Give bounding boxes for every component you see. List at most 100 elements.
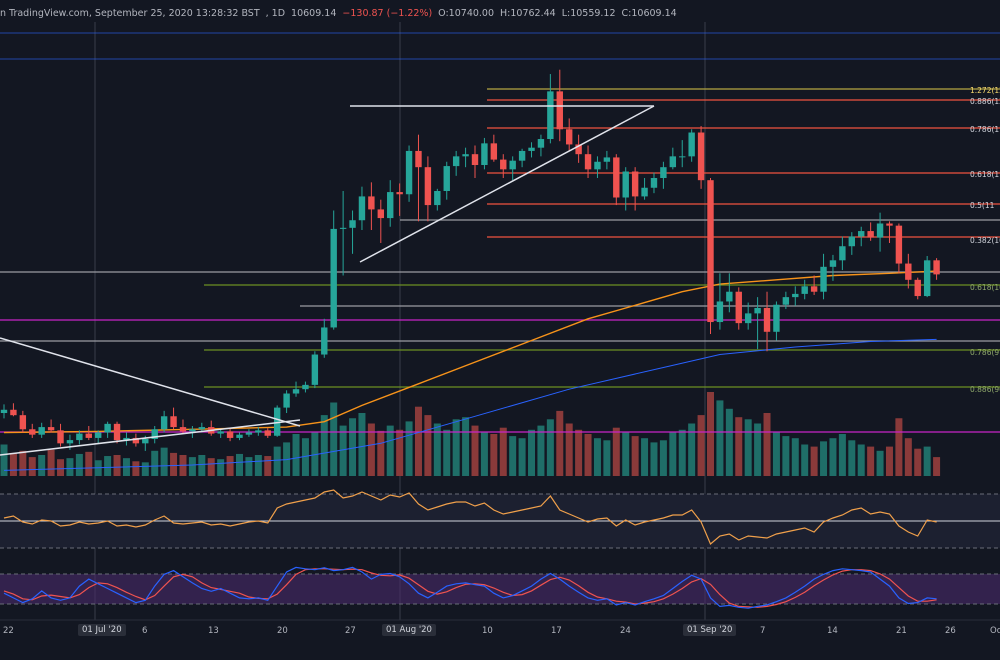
fib-label-6: 0.618(10 [970,283,1000,292]
header-low: L:10559.12 [561,7,616,19]
volume-bar [923,446,931,476]
candle-body [443,166,450,192]
candle-body [273,407,281,436]
volume-bar [876,450,884,476]
rsi-line [3,489,937,545]
candle-body [471,154,479,166]
fib-levels: 1.272(12000) 0.886(120 0.786(114 0.618(113 0… [0,86,1000,433]
volume-bar [254,455,262,476]
x-axis-label: 10 [482,626,493,636]
rsi-pane [0,489,1000,549]
candle-body [547,91,554,140]
candle-body [782,297,790,305]
header-source: n TradingView.com, September 25, 2020 13… [0,7,260,19]
volume-bar [895,418,903,476]
candle-body [829,260,837,267]
candle-body [339,227,347,229]
volume-bar [47,449,55,476]
candle-body [377,209,384,219]
candle-body [518,150,526,161]
fib-label-8: 0.886(96 [970,385,1000,394]
fib-label-3: 0.618(113 [970,170,1000,179]
candle-body [584,154,592,170]
candle-body [151,429,158,440]
moving-averages [3,270,937,471]
volume-bar [810,446,818,476]
candle-body [613,157,620,198]
candle-body [933,260,940,275]
volume-bar [867,446,875,476]
candle-body [537,139,545,148]
volume-bar [490,434,498,476]
candle-body [688,132,695,157]
volume-bar [509,436,517,476]
volume-bar [226,456,234,476]
volume-bar [631,436,639,476]
x-axis-label: 27 [345,626,356,636]
fib-label-5: 0.382(10 [970,236,1000,245]
candle-body [500,159,507,170]
volume-bar [669,431,677,476]
candle-body [368,196,375,210]
volume-bar [377,430,385,476]
volume-bar [396,429,404,476]
volume-bar [141,462,149,476]
x-axis-label: 21 [896,626,907,636]
candle-body [434,191,441,206]
volume-bar [697,415,705,476]
candle-body [763,307,771,332]
candle-body [462,154,469,157]
fib-label-2: 0.786(114 [970,125,1000,134]
volume-bar [38,455,46,476]
candle-body [594,161,601,170]
volume-bar [707,392,714,476]
volume-bar [801,444,809,476]
candle-body [415,150,422,168]
x-axis-label: 22 [3,626,14,636]
candle-body [669,156,677,168]
volume-bar [885,446,893,476]
volume-bar [820,441,828,476]
x-axis-label: 17 [551,626,562,636]
volume-bar [688,423,696,476]
candle-body [170,416,177,428]
candle-body [349,220,356,228]
volume-bar [678,429,686,476]
volume-bar [113,455,121,476]
volume-bar [537,425,545,476]
header-close: C:10609.14 [621,7,677,19]
volume-bar [650,442,658,476]
volume-bar [386,425,394,476]
candle-body [85,433,92,438]
volume-bar [443,429,451,476]
candle-body [631,171,639,197]
candle-body [292,389,300,394]
candle-body [820,266,827,292]
candle-body [0,409,8,414]
grid [0,22,1000,621]
candle-body [792,293,799,298]
volume-bar [433,423,441,476]
volume-bar [9,452,17,476]
candle-body [19,415,27,430]
header-symbol: , 1D [265,7,286,19]
volume-bar [28,457,36,476]
candle-body [142,439,149,444]
header-high: H:10762.44 [500,7,556,19]
candle-body [95,432,102,438]
volume-bar [452,419,460,476]
candle-body [716,301,724,323]
volume-bar [424,415,432,476]
candle-body [744,313,752,324]
volume-bar [791,438,799,476]
volume-bar [170,452,178,476]
candle-body [132,437,140,444]
candle-body [754,307,761,314]
candle-body [556,91,563,130]
volume-bar [603,440,611,476]
volume-bar [499,427,507,476]
candle-body [914,279,921,297]
volume-bar [518,438,526,476]
candle-body [566,129,573,145]
